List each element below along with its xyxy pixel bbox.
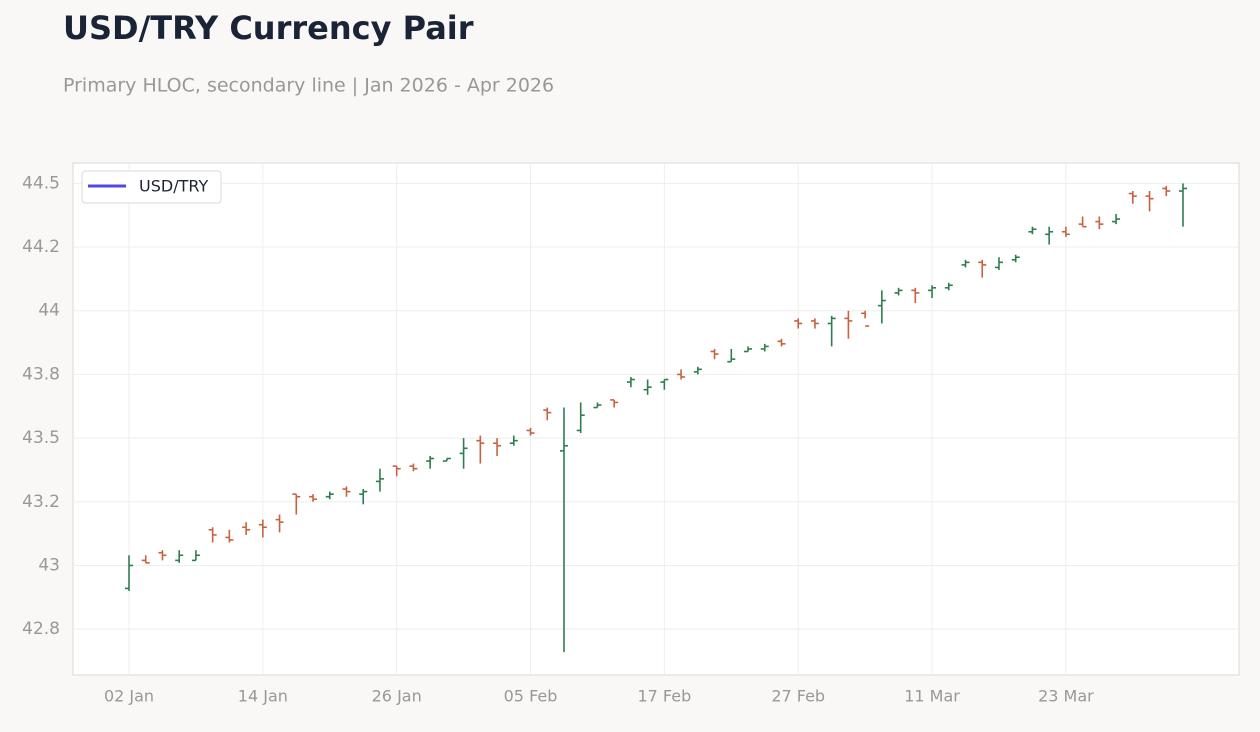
ohlc-bar — [309, 494, 318, 502]
y-tick-label: 43.2 — [22, 492, 60, 512]
ohlc-bar — [777, 338, 786, 347]
legend: USD/TRY — [81, 170, 222, 204]
ohlc-bar — [459, 438, 468, 469]
ohlc-bar — [710, 348, 719, 360]
ohlc-bar — [359, 489, 368, 505]
ohlc-bar — [1095, 216, 1104, 230]
ohlc-bar — [1011, 254, 1020, 263]
ohlc-bar — [744, 346, 753, 353]
ohlc-bar — [1145, 191, 1154, 212]
ohlc-bar — [1078, 216, 1087, 228]
x-tick-label: 05 Feb — [504, 687, 558, 706]
x-tick-label: 14 Jan — [238, 687, 288, 706]
marks — [125, 183, 1187, 653]
ohlc-bar — [141, 555, 150, 564]
ohlc-bar — [693, 366, 702, 375]
ohlc-bar — [961, 259, 970, 268]
y-tick-label: 43.8 — [22, 364, 60, 384]
ohlc-bar — [928, 285, 937, 299]
ohlc-bar — [426, 455, 435, 469]
ohlc-bar — [442, 457, 451, 462]
y-tick-label: 42.8 — [22, 619, 60, 639]
ohlc-bar — [191, 550, 200, 562]
ohlc-bar — [125, 555, 133, 591]
ohlc-bar — [760, 343, 769, 352]
ohlc-bar — [1045, 226, 1054, 245]
ohlc-bar — [643, 379, 652, 395]
ohlc-bar — [275, 514, 284, 533]
ohlc-bar — [493, 438, 502, 456]
ohlc-bar — [576, 402, 585, 434]
ohlc-bar — [342, 486, 351, 497]
grid — [73, 163, 1239, 675]
x-tick-label: 02 Jan — [104, 687, 154, 706]
ohlc-bar — [543, 407, 552, 421]
ohlc-bar — [944, 282, 953, 291]
ohlc-bar — [911, 287, 920, 304]
ohlc-bar — [208, 527, 217, 543]
legend-box — [81, 170, 222, 204]
y-tick-label: 44.2 — [22, 237, 60, 257]
ohlc-bar — [325, 491, 334, 500]
ohlc-bar — [242, 522, 251, 535]
legend-label: USD/TRY — [139, 177, 208, 196]
ohlc-bar — [894, 287, 903, 296]
ohlc-bar — [593, 402, 602, 409]
ohlc-bar — [258, 519, 267, 538]
ohlc-bar — [375, 468, 384, 492]
ohlc-bar — [476, 435, 485, 464]
ohlc-bar — [175, 550, 184, 563]
ohlc-bar — [994, 257, 1003, 270]
ohlc-bar — [978, 259, 987, 278]
ohlc-bar — [877, 290, 886, 324]
ohlc-bar — [727, 348, 736, 363]
ohlc-bar — [810, 318, 819, 329]
ohlc-bar — [225, 529, 234, 543]
ohlc-bar — [392, 465, 401, 477]
ohlc-bar — [1028, 226, 1037, 235]
x-tick-label: 23 Mar — [1038, 687, 1094, 706]
ohlc-bar — [626, 376, 635, 388]
ohlc-bar — [292, 493, 301, 515]
y-tick-label: 43.5 — [22, 428, 60, 448]
ohlc-bar — [1162, 185, 1171, 197]
x-tick-label: 26 Jan — [372, 687, 422, 706]
ohlc-bar — [158, 550, 167, 561]
ohlc-bar — [559, 407, 568, 653]
x-tick-label: 11 Mar — [904, 687, 960, 706]
chart-subtitle: Primary HLOC, secondary line | Jan 2026 … — [63, 75, 554, 97]
y-tick-label: 43 — [38, 555, 60, 575]
y-tick-label: 44.5 — [22, 173, 60, 193]
ohlc-bar — [610, 399, 619, 408]
ohlc-bar — [526, 427, 535, 436]
plot-area — [72, 162, 1240, 676]
ohlc-bar — [660, 378, 669, 390]
ohlc-bar — [827, 315, 836, 347]
x-tick-label: 27 Feb — [771, 687, 825, 706]
ohlc-bar — [677, 369, 686, 380]
ohlc-bar — [1179, 183, 1187, 227]
ohlc-bar — [509, 435, 518, 446]
ohlc-bar — [1061, 226, 1070, 237]
chart-title: USD/TRY Currency Pair — [63, 9, 474, 47]
ohlc-bar — [409, 463, 418, 472]
y-tick-label: 44 — [38, 301, 60, 321]
ohlc-bar — [844, 310, 853, 339]
ohlc-bar — [794, 318, 803, 329]
x-tick-label: 17 Feb — [637, 687, 691, 706]
ohlc-bar — [1128, 191, 1137, 204]
ohlc-bar — [861, 310, 870, 327]
ohlc-bar — [1112, 213, 1121, 225]
